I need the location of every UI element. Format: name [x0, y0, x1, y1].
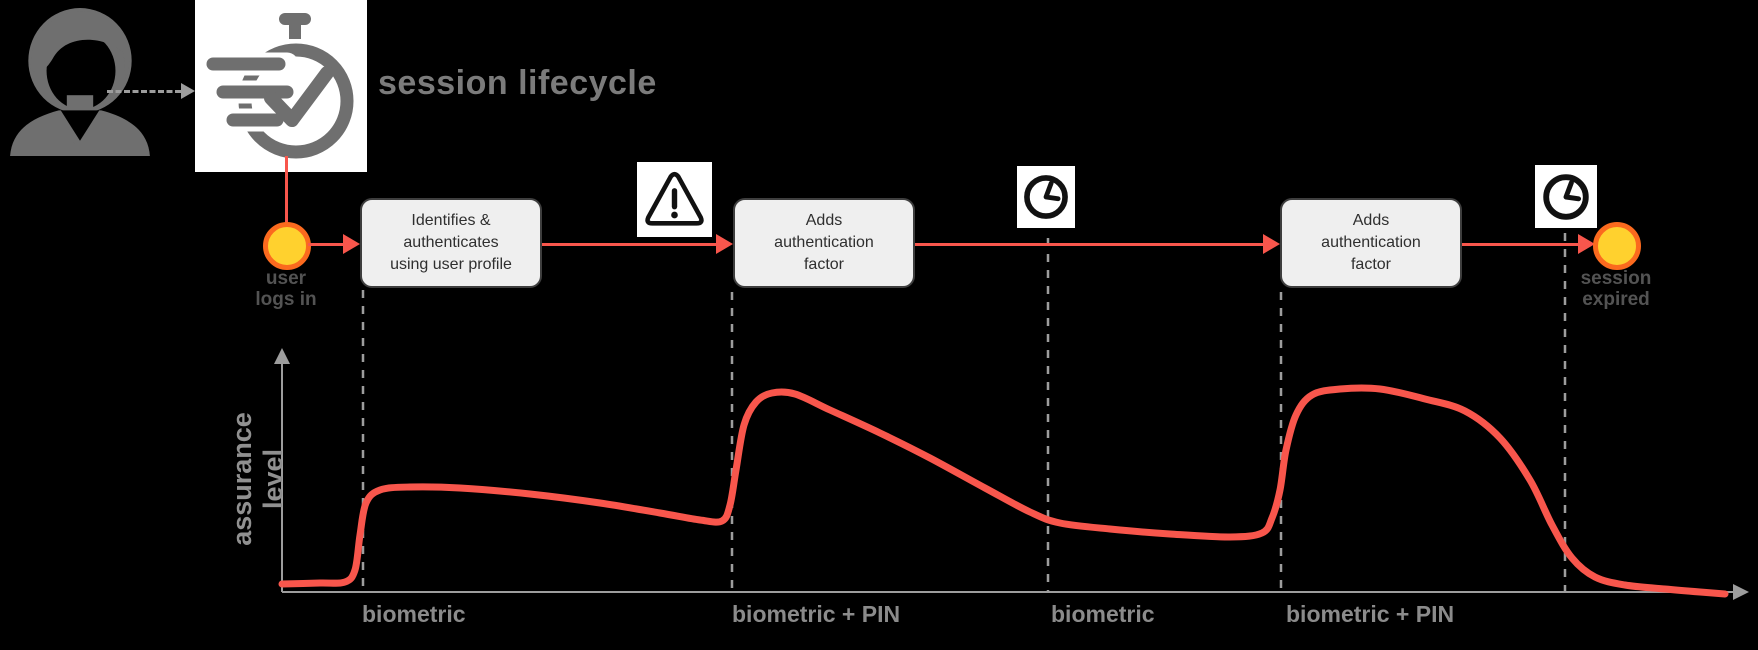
arrow-head-4-icon — [1578, 234, 1595, 254]
start-event-label: user logs in — [255, 268, 317, 310]
warning-icon-box — [637, 162, 712, 237]
dashed-arrow-head-icon — [181, 83, 195, 99]
timer-to-start-line — [285, 156, 288, 224]
diagram-title: session lifecycle — [378, 64, 657, 102]
end-event-label: session expired — [1580, 268, 1652, 310]
event-marker-dashlines — [361, 233, 1567, 592]
step-box-add-factor-2: Adds authentication factor — [1280, 198, 1462, 288]
x-axis — [282, 584, 1749, 600]
arrow-line-3 — [913, 243, 1266, 246]
step-box-identify-authenticate: Identifies & authenticates using user pr… — [360, 198, 542, 288]
clock-icon-box-2 — [1535, 165, 1597, 228]
start-event-circle — [263, 222, 311, 270]
y-axis-label: assurance level — [227, 412, 288, 546]
arrow-head-2-icon — [716, 234, 733, 254]
arrow-line-2 — [540, 243, 719, 246]
x-segment-label-biometric-2: biometric — [1051, 601, 1155, 627]
x-axis-arrow-icon — [1733, 584, 1749, 600]
step-box-add-factor-1: Adds authentication factor — [733, 198, 915, 288]
arrow-head-1-icon — [343, 234, 360, 254]
y-axis — [274, 348, 290, 592]
x-segment-label-biometric-1: biometric — [362, 601, 466, 627]
warning-triangle-icon — [645, 171, 704, 226]
x-segment-label-biometric-pin-2: biometric + PIN — [1286, 601, 1455, 627]
assurance-curve — [278, 384, 1729, 598]
person-to-timer-dashed-arrow — [107, 90, 181, 93]
clock-icon-box-1 — [1017, 166, 1075, 228]
clock-icon — [1024, 175, 1068, 219]
stopwatch-check-icon — [199, 13, 354, 159]
y-axis-arrow-icon — [274, 348, 290, 364]
x-segment-label-biometric-pin-1: biometric + PIN — [732, 601, 901, 627]
person-icon — [10, 8, 150, 156]
clock-icon — [1543, 173, 1589, 220]
arrow-line-4 — [1460, 243, 1581, 246]
arrow-line-1 — [308, 243, 346, 246]
end-event-circle — [1593, 222, 1641, 270]
stopwatch-icon-box — [195, 0, 367, 172]
arrow-head-3-icon — [1263, 234, 1280, 254]
